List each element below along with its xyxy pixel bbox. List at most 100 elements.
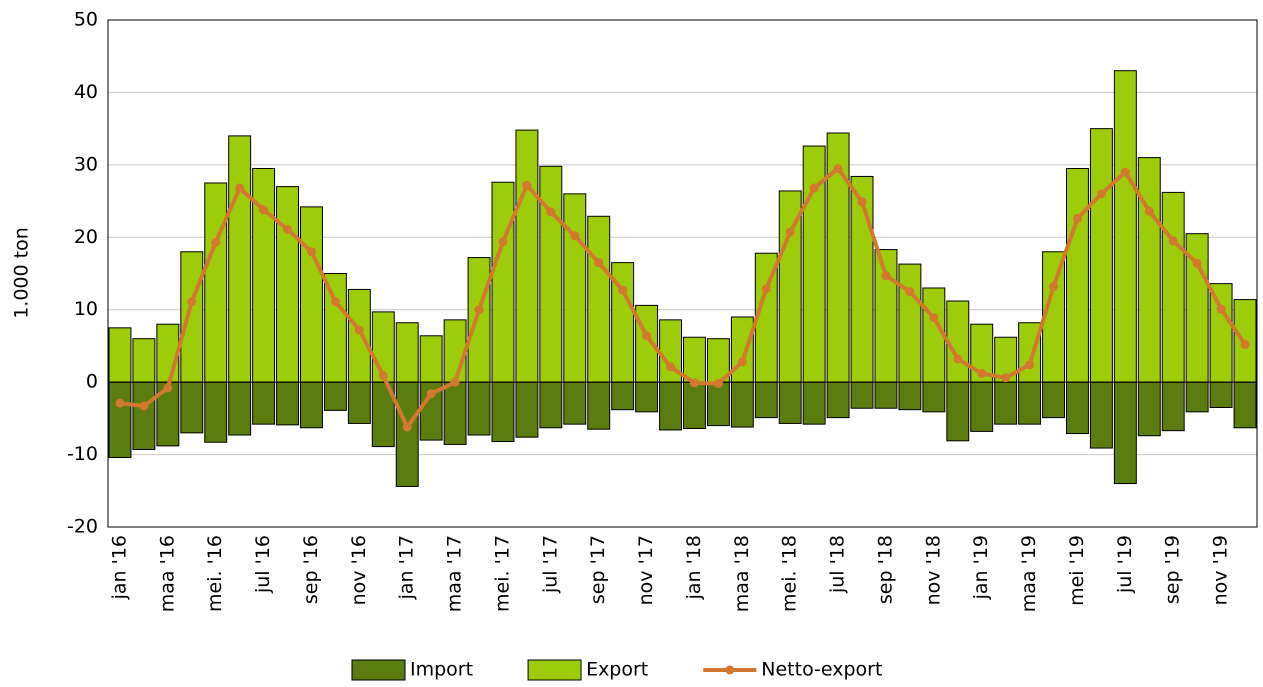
line-marker (1144, 206, 1154, 216)
bar (491, 181, 515, 383)
line-marker (235, 183, 245, 193)
bar (108, 381, 132, 458)
x-tick-label: nov '19 (1210, 535, 1232, 605)
x-tick-label: nov '17 (635, 535, 657, 605)
bar (730, 381, 754, 428)
line-marker (163, 383, 173, 393)
line-marker (139, 401, 149, 411)
x-tick-label: sep '18 (874, 535, 896, 604)
bar (276, 381, 299, 426)
line-marker (905, 287, 915, 297)
line-marker (761, 284, 771, 294)
bar (683, 381, 706, 429)
bar (1161, 191, 1185, 383)
bar (1233, 381, 1257, 429)
x-tick-label: sep '16 (300, 535, 322, 604)
y-tick-label: 40 (74, 81, 98, 103)
line-marker (1001, 373, 1011, 383)
line (119, 166, 1247, 430)
line-marker (809, 183, 819, 193)
line-marker (785, 227, 795, 237)
bar (826, 381, 850, 419)
bar (994, 381, 1018, 425)
line-marker (1240, 339, 1250, 349)
bar (252, 381, 276, 425)
line-marker (474, 305, 484, 315)
line-marker (594, 258, 604, 268)
bar (730, 316, 754, 383)
x-tick-label: jul '17 (539, 535, 561, 594)
x-tick-label: maa '16 (156, 535, 178, 612)
legend-label: Export (586, 659, 648, 681)
bar (276, 186, 299, 383)
bar (706, 381, 730, 427)
x-tick-label: maa '18 (731, 535, 753, 612)
line-marker (211, 237, 221, 247)
line-marker (1025, 360, 1035, 370)
line-marker (330, 297, 340, 307)
bar (587, 381, 611, 430)
bar (467, 257, 491, 383)
plot-frame (107, 19, 1258, 528)
bar (443, 319, 467, 383)
bar (1113, 70, 1137, 383)
bar (419, 335, 443, 383)
y-tick-label: 50 (74, 9, 98, 31)
line-marker (546, 207, 556, 217)
x-tick-label: jan '19 (970, 535, 992, 600)
line-marker (115, 398, 125, 408)
line-marker (977, 368, 987, 378)
y-axis-label: 1.000 ton (11, 227, 33, 319)
line-marker (187, 297, 197, 307)
bar (563, 193, 587, 383)
bar (467, 381, 491, 436)
bar (970, 381, 994, 432)
line-marker (833, 163, 843, 173)
bar (898, 263, 922, 383)
bar (515, 381, 539, 438)
bar (204, 381, 228, 443)
bar (491, 381, 515, 443)
y-tick-label: 0 (86, 371, 98, 393)
legend-marker (725, 665, 735, 675)
line-marker (1049, 282, 1059, 292)
bar (1113, 381, 1137, 485)
bar (802, 381, 826, 425)
bar (347, 381, 371, 424)
bar (778, 381, 802, 424)
line-marker (713, 379, 723, 389)
line-marker (402, 422, 412, 432)
bar (1089, 381, 1113, 449)
bar (515, 129, 539, 383)
bar (395, 381, 419, 487)
x-tick-label: jul '18 (827, 535, 849, 594)
bar (108, 327, 132, 383)
bar (659, 381, 682, 431)
bar (1018, 381, 1042, 425)
bar (1066, 381, 1089, 435)
bar (563, 381, 587, 425)
line-marker (283, 224, 293, 234)
line-marker (522, 180, 532, 190)
x-tick-label: sep '19 (1162, 535, 1184, 604)
legend-swatch (527, 659, 582, 681)
x-tick-label: jan '17 (396, 535, 418, 600)
bar (300, 206, 323, 383)
bar (922, 287, 946, 383)
bar (539, 165, 563, 383)
bar (898, 381, 922, 411)
x-tick-label: jan '16 (108, 535, 130, 600)
line-marker (689, 378, 699, 388)
x-tick-label: maa '17 (444, 535, 466, 612)
line-marker (642, 331, 652, 341)
x-tick-label: jul '16 (252, 535, 274, 594)
legend-swatch (351, 659, 406, 681)
bar (1042, 381, 1065, 419)
bar (300, 381, 323, 429)
bar (946, 300, 970, 383)
line-marker (1168, 236, 1178, 246)
line-marker (666, 362, 676, 372)
y-tick-label: 10 (74, 298, 98, 320)
line-marker (570, 231, 580, 241)
bar (180, 381, 204, 434)
